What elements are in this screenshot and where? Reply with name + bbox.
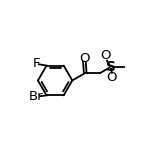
Text: S: S <box>106 60 116 74</box>
Text: O: O <box>107 71 117 84</box>
Text: O: O <box>100 49 110 62</box>
Text: Br: Br <box>28 90 43 103</box>
Text: O: O <box>79 52 90 65</box>
Text: F: F <box>33 57 40 70</box>
